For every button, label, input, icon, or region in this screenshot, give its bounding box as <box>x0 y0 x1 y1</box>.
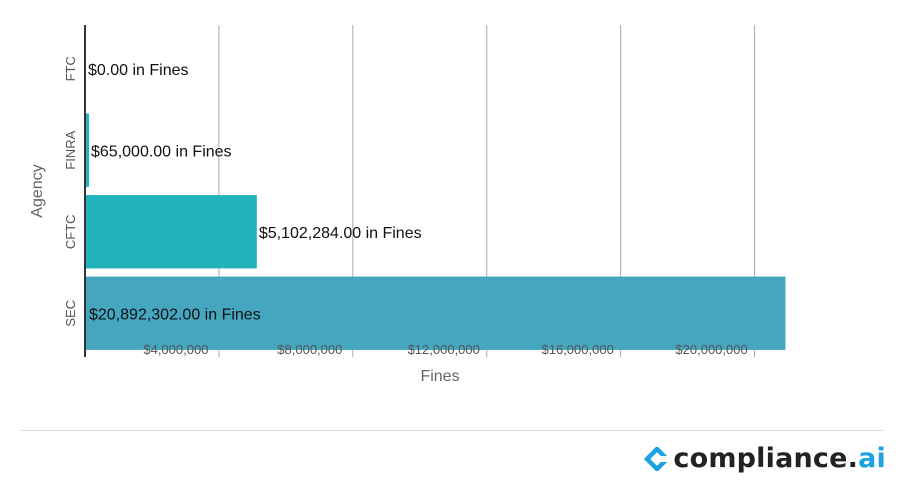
logo-wordmark: compliance.ai <box>673 445 886 472</box>
compliance-ai-chevron-icon <box>644 446 671 471</box>
x-tick-label: $4,000,000 <box>143 342 208 357</box>
x-axis-ticks: $4,000,000 $8,000,000 $12,000,000 $16,000,0… <box>143 342 747 357</box>
x-tick-label: $12,000,000 <box>408 342 480 357</box>
data-label: $20,892,302.00 in Fines <box>89 306 261 323</box>
y-tick-label: CFTC <box>63 214 78 249</box>
footer-divider <box>20 430 884 431</box>
logo-dot: . <box>847 443 859 474</box>
compliance-ai-logo[interactable]: compliance.ai <box>644 445 886 472</box>
x-tick-label: $16,000,000 <box>542 342 614 357</box>
logo-name: compliance <box>673 443 848 474</box>
logo-accent: ai <box>858 443 886 474</box>
bar-finra <box>86 113 89 187</box>
y-tick-label: FTC <box>63 56 78 81</box>
y-axis-title: Agency <box>29 164 46 217</box>
x-tick-label: $20,000,000 <box>675 342 747 357</box>
x-tick-label: $8,000,000 <box>277 342 342 357</box>
data-label: $65,000.00 in Fines <box>91 143 232 160</box>
y-axis-ticks: FTC FINRA CFTC SEC <box>63 56 78 327</box>
data-label: $0.00 in Fines <box>88 62 189 79</box>
bar-chart: $4,000,000 $8,000,000 $12,000,000 $16,000,0… <box>29 25 786 385</box>
bars <box>86 113 786 350</box>
x-axis-title: Fines <box>420 368 459 385</box>
data-labels: $0.00 in Fines $65,000.00 in Fines $5,102,… <box>88 62 422 324</box>
y-tick-label: FINRA <box>63 130 78 169</box>
y-tick-label: SEC <box>63 300 78 327</box>
bar-cftc <box>86 195 257 269</box>
data-label: $5,102,284.00 in Fines <box>259 225 422 242</box>
bar-sec <box>86 276 786 350</box>
